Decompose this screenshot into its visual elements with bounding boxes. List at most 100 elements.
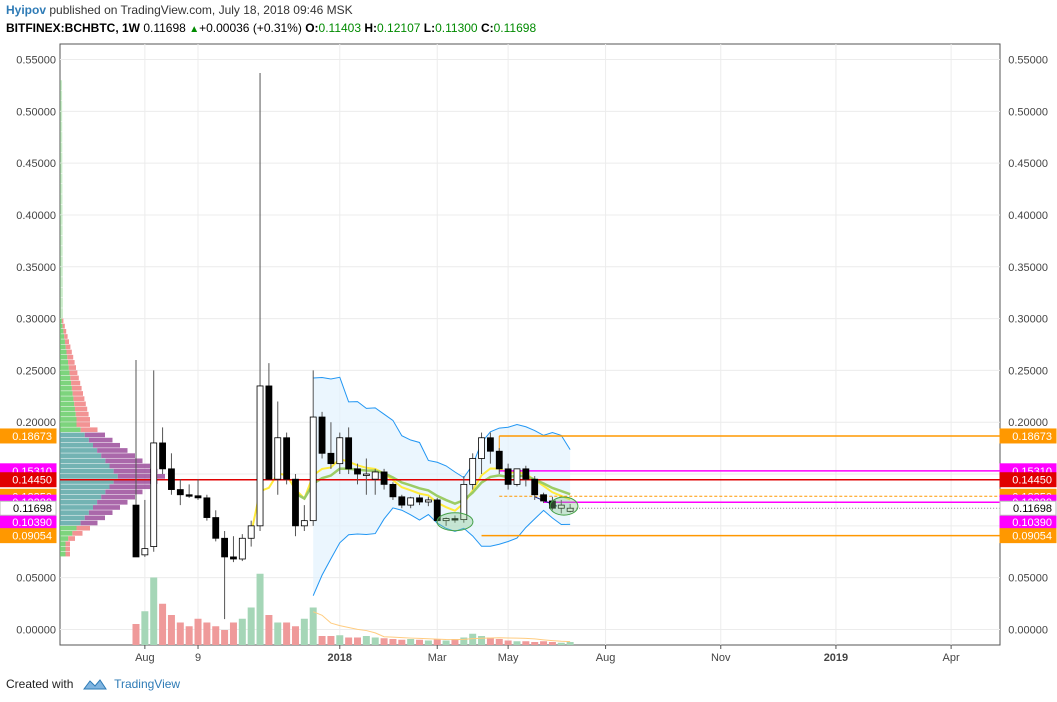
- bollinger-band-fill: [313, 377, 571, 596]
- volume-bar: [274, 622, 282, 645]
- vp-tail: [60, 152, 63, 163]
- vp-bar-buy: [60, 474, 118, 479]
- tradingview-brand-link[interactable]: TradingView: [114, 677, 181, 691]
- vp-bar-sell: [65, 344, 71, 350]
- vp-bar-buy: [60, 541, 66, 547]
- volume-bar: [371, 637, 379, 645]
- y-tick-label-right: 0.45000: [1008, 158, 1048, 170]
- price-tag-right-bg: [999, 472, 1057, 488]
- candle-body: [371, 471, 379, 480]
- vp-bar-sell: [109, 484, 150, 490]
- vp-bar-sell: [88, 510, 113, 515]
- vp-bar-buy: [60, 484, 110, 490]
- volume-bar: [486, 637, 494, 645]
- volume-bar: [345, 637, 353, 645]
- vp-bar-sell: [70, 375, 79, 381]
- volume-bar: [283, 622, 291, 645]
- low-label: L:: [423, 21, 436, 35]
- footer: Created with TradingView: [6, 677, 180, 692]
- volume-bar: [194, 618, 202, 645]
- volume-bar: [291, 626, 299, 645]
- volume-bar: [167, 615, 175, 645]
- volume-bar: [300, 618, 308, 645]
- bollinger-upper-line: [313, 376, 571, 479]
- vp-bar-sell: [64, 339, 69, 344]
- vp-bar-sell: [97, 499, 128, 505]
- candle-body: [318, 416, 326, 454]
- vp-tail: [60, 287, 63, 298]
- price-tag-right-bg: [999, 428, 1057, 444]
- vp-bar-buy: [60, 365, 69, 370]
- candle-body: [238, 537, 246, 560]
- vp-tail: [60, 132, 63, 142]
- author-name[interactable]: Hyipov: [6, 3, 47, 17]
- candle-body: [362, 473, 370, 476]
- vp-bar-sell: [68, 365, 76, 370]
- vp-bar-sell: [84, 515, 105, 521]
- vp-bar-buy: [60, 536, 69, 541]
- y-tick-label-right: 0.35000: [1008, 262, 1048, 274]
- candle-body: [504, 468, 512, 485]
- candle-body: [283, 437, 291, 480]
- vp-bar-buy: [60, 520, 81, 526]
- vp-bar-sell: [105, 489, 143, 495]
- vp-bar-buy: [60, 448, 98, 453]
- price-tag-left: 0.10390: [12, 517, 52, 529]
- candle-body: [247, 525, 255, 539]
- price-tag-right: 0.11698: [1013, 503, 1052, 515]
- candle-body: [416, 497, 423, 503]
- publish-info: Hyipov published on TradingView.com, Jul…: [6, 3, 353, 17]
- vp-bar-sell: [88, 437, 113, 443]
- volume-bar: [176, 622, 184, 645]
- vp-bar-buy: [60, 531, 73, 536]
- vp-bar-sell: [61, 318, 64, 324]
- y-tick-label-left: 0.05000: [16, 573, 56, 585]
- vp-bar-buy: [60, 551, 66, 557]
- price-tag-right: 0.18673: [1012, 431, 1052, 443]
- vp-tail: [60, 111, 63, 122]
- vp-bar-buy: [60, 380, 72, 386]
- x-tick-label: 9: [195, 652, 201, 664]
- candle-body: [132, 504, 140, 558]
- y-tick-label-right: 0.25000: [1008, 365, 1048, 377]
- volume-bar: [327, 636, 335, 645]
- vp-bar-sell: [93, 442, 120, 448]
- volume-bar: [504, 640, 512, 645]
- vp-bar-buy: [60, 442, 93, 448]
- x-tick-label: 2019: [824, 652, 848, 664]
- vp-tail: [60, 308, 63, 319]
- candle-body: [495, 450, 503, 470]
- vp-bar-sell: [67, 354, 74, 360]
- vp-bar-buy: [60, 525, 77, 531]
- candle-body: [513, 468, 521, 485]
- y-tick-label-left: 0.40000: [16, 210, 56, 222]
- volume-bar: [566, 642, 574, 645]
- vp-bar-sell: [71, 385, 82, 391]
- volume-bar: [336, 635, 344, 645]
- tradingview-logo-icon[interactable]: [82, 678, 107, 692]
- vp-bar-buy: [60, 354, 68, 360]
- volume-bar: [354, 637, 361, 645]
- candle-body: [531, 478, 539, 496]
- vp-bar-buy: [60, 349, 67, 355]
- volume-bar: [141, 611, 149, 645]
- volume-bar: [442, 640, 450, 645]
- vp-tail: [60, 266, 63, 277]
- vp-bar-buy: [60, 422, 77, 427]
- price-tag-right: 0.09054: [1012, 531, 1052, 543]
- vp-bar-sell: [65, 546, 70, 552]
- x-tick-label: Mar: [428, 652, 447, 664]
- candle-body: [442, 518, 450, 522]
- candle-body: [230, 556, 237, 560]
- volume-bar: [557, 642, 565, 645]
- price-tag-right-bg: [999, 500, 1057, 516]
- vp-bar-sell: [84, 432, 105, 438]
- y-tick-label-left: 0.55000: [16, 55, 56, 67]
- volume-bar: [478, 636, 486, 645]
- vp-bar-buy: [60, 505, 93, 510]
- candle-body: [451, 518, 459, 521]
- vp-tail: [60, 214, 63, 225]
- candle-body: [256, 385, 264, 527]
- vp-bar-buy: [60, 479, 114, 484]
